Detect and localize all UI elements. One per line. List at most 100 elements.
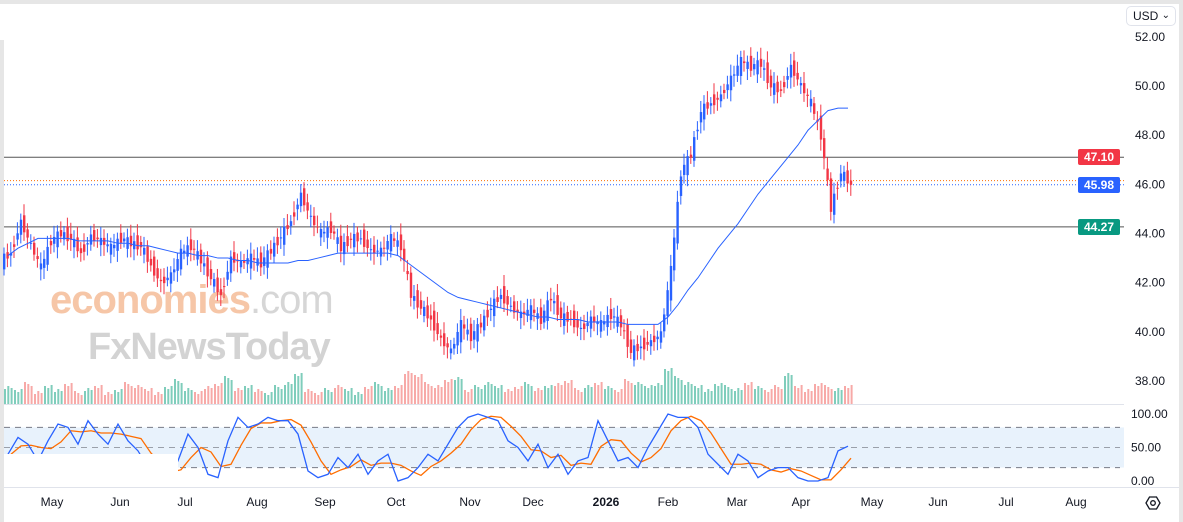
volume-bar (767, 392, 770, 404)
candle (523, 311, 526, 315)
volume-bars (4, 368, 853, 404)
volume-bar (540, 390, 543, 404)
candle (446, 343, 449, 348)
candles (3, 47, 853, 367)
candle (539, 307, 543, 324)
volume-bar (490, 384, 493, 404)
time-tick-label: Apr (792, 495, 811, 509)
volume-bar (634, 385, 636, 404)
volume-bar (124, 382, 126, 404)
volume-bar (147, 391, 150, 404)
volume-bar (560, 385, 563, 404)
volume-bar (584, 388, 586, 404)
candle (316, 226, 319, 228)
candle (6, 252, 9, 259)
candle (86, 243, 89, 245)
volume-bar (744, 383, 746, 404)
candle (199, 249, 203, 264)
volume-bar (244, 386, 246, 404)
volume-bar (74, 391, 76, 404)
candle (699, 112, 703, 123)
candle (449, 348, 453, 354)
volume-bar (620, 389, 623, 404)
volume-bar (720, 383, 723, 404)
volume-bar (357, 392, 360, 404)
candle (499, 294, 503, 300)
volume-bar (327, 390, 330, 404)
candle (146, 246, 149, 262)
candle (383, 247, 386, 249)
stoch-d-line (10, 415, 852, 481)
volume-bar (847, 388, 850, 404)
candle (763, 68, 766, 70)
candle (239, 260, 243, 268)
volume-bar (844, 386, 846, 404)
volume-bar (734, 391, 736, 404)
candle (636, 343, 639, 352)
volume-bar (577, 390, 580, 404)
candle (353, 233, 356, 248)
candle (643, 337, 646, 350)
volume-bar (554, 386, 556, 404)
candle (736, 65, 739, 76)
candle (406, 271, 409, 275)
stoch-tick-label: 100.00 (1131, 407, 1168, 421)
volume-bar (590, 387, 593, 404)
candle (516, 309, 519, 313)
volume-bar (717, 386, 720, 404)
volume-bar (104, 395, 106, 404)
candle (399, 234, 403, 251)
candle (753, 64, 756, 70)
candle (243, 260, 246, 263)
volume-bar (440, 387, 443, 404)
volume-bar (300, 373, 303, 404)
volume-bar (197, 394, 200, 404)
volume-bar (670, 368, 673, 404)
candle (676, 201, 679, 244)
volume-bar (694, 386, 696, 404)
candle (576, 319, 579, 328)
settings-gear-icon[interactable] (1145, 496, 1161, 510)
volume-bar (770, 389, 773, 404)
volume-bar (87, 388, 90, 404)
volume-bar (834, 391, 836, 404)
price-tick-label: 44.00 (1135, 226, 1165, 240)
volume-bar (404, 374, 406, 404)
volume-bar (354, 395, 356, 404)
volume-bar (654, 386, 656, 404)
volume-bar (510, 391, 513, 404)
candle (76, 237, 79, 252)
volume-bar (230, 380, 233, 404)
candle (253, 258, 256, 260)
candle (529, 305, 533, 321)
candle (746, 61, 749, 69)
volume-bar (180, 383, 183, 404)
candle (766, 62, 769, 84)
x-axis[interactable]: May Jun Jul Aug Sep Oct Nov Dec 2026 Feb Mar Apr May… (41, 495, 1087, 509)
candle (359, 238, 363, 240)
volume-bar (84, 391, 86, 404)
currency-selector[interactable]: USD ⌄ (1126, 6, 1176, 26)
volume-bar (220, 383, 223, 404)
candle (403, 248, 406, 261)
candle (19, 219, 23, 235)
candle (479, 322, 483, 328)
top-border (0, 0, 1183, 4)
candle (786, 76, 789, 80)
volume-bar (184, 391, 186, 404)
candle (466, 329, 469, 335)
volume-bar (730, 389, 733, 404)
candle (553, 300, 556, 304)
candle (826, 168, 829, 180)
candle (583, 323, 586, 330)
volume-bar (224, 376, 226, 404)
volume-bar (94, 386, 96, 404)
candle (493, 298, 496, 317)
y-axis[interactable]: 52.00 50.00 48.00 46.00 44.00 42.00 40.00 38.00… (1131, 30, 1168, 488)
volume-bar (240, 390, 243, 404)
volume-bar (674, 376, 676, 404)
candle (489, 308, 493, 311)
currency-value: USD (1133, 9, 1159, 23)
candle (566, 311, 569, 322)
